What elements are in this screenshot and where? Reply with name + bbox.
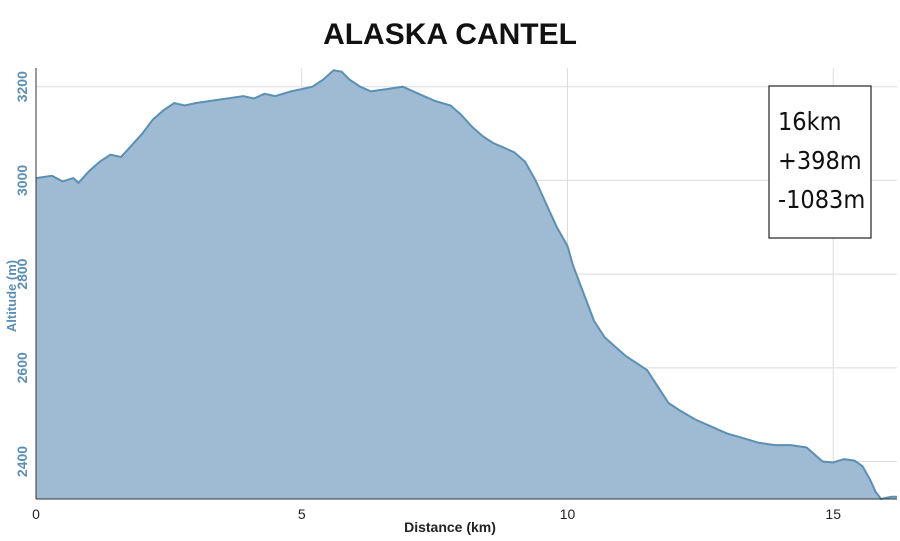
x-tick-label: 15: [825, 506, 841, 522]
elevation-line: [35, 69, 897, 501]
y-tick-label: 2600: [14, 352, 30, 383]
y-axis-title: Altitude (m): [4, 260, 19, 332]
stat-elevation-gain: +398m: [778, 146, 862, 175]
y-tick-label: 2800: [14, 258, 30, 289]
x-axis-title: Distance (km): [404, 519, 496, 535]
x-tick-labels: 0 5 10 15: [32, 506, 841, 522]
stat-elevation-loss: -1083m: [778, 185, 865, 214]
y-tick-label: 2400: [14, 446, 30, 477]
x-tick-label: 5: [298, 506, 306, 522]
y-tick-label: 3000: [14, 165, 30, 196]
stats-box-frame: [768, 85, 872, 239]
elevation-area: [36, 70, 897, 500]
chart-title: ALASKA CANTEL: [323, 18, 577, 51]
stats-box: 16km +398m -1083m: [768, 85, 872, 239]
x-tick-label: 10: [560, 506, 576, 522]
stat-distance: 16km: [778, 107, 842, 136]
x-tick-label: 0: [32, 506, 40, 522]
y-tick-labels: 2400 2600 2800 3000 3200: [14, 71, 30, 477]
y-tick-label: 3200: [14, 71, 30, 102]
